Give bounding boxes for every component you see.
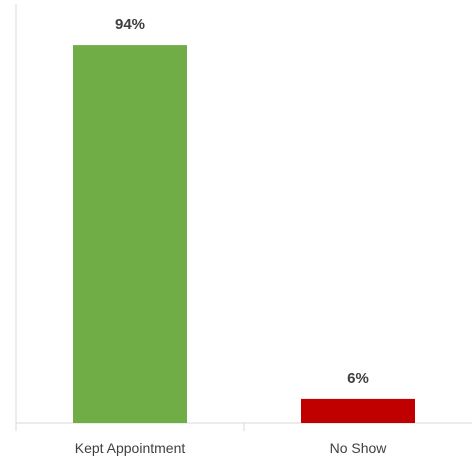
bar-no-show xyxy=(301,398,415,423)
bars-group xyxy=(73,45,415,423)
x-tick-label-kept-appointment: Kept Appointment xyxy=(75,440,186,456)
data-labels-group: 94% 6% xyxy=(115,16,369,387)
x-tick-label-no-show: No Show xyxy=(330,440,388,456)
data-label-kept-appointment: 94% xyxy=(115,16,145,33)
data-label-no-show: 6% xyxy=(347,370,369,387)
bar-kept-appointment xyxy=(73,45,187,423)
tick-labels-group: Kept Appointment No Show xyxy=(75,440,388,456)
